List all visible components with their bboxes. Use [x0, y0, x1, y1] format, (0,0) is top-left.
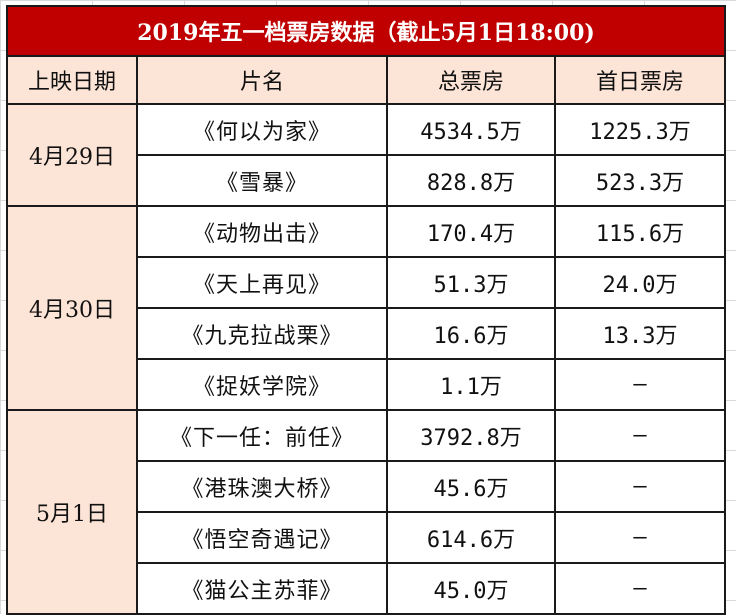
first-day-box-office-cell: — [553, 358, 727, 411]
movie-title-cell: 《九克拉战栗》 [136, 307, 388, 360]
table-row: 《猫公主苏菲》 45.0万 — [7, 562, 727, 615]
movie-title-cell: 《悟空奇遇记》 [136, 511, 388, 564]
movie-title-cell: 《何以为家》 [136, 103, 388, 156]
box-office-table: 2019年五一档票房数据（截止5月1日18:00) 上映日期 片名 总票房 首日… [5, 5, 727, 615]
table-row: 《雪暴》 828.8万 523.3万 [7, 154, 727, 207]
first-day-box-office-cell: — [553, 511, 727, 564]
table-row: 5月1日 《下一任：前任》 3792.8万 — [6, 409, 727, 615]
first-day-box-office-cell: 1225.3万 [553, 103, 727, 156]
first-day-box-office-cell: — [553, 562, 727, 615]
release-date-cell: 4月30日 [6, 205, 138, 411]
header-movie-title: 片名 [136, 55, 388, 105]
movie-title-cell: 《动物出击》 [136, 205, 388, 258]
table-row: 《九克拉战栗》 16.6万 13.3万 [7, 307, 727, 360]
header-total-box-office: 总票房 [386, 55, 556, 105]
total-box-office-cell: 1.1万 [386, 358, 556, 411]
movie-title-cell: 《猫公主苏菲》 [136, 562, 388, 615]
table-title: 2019年五一档票房数据（截止5月1日18:00) [5, 5, 727, 57]
first-day-box-office-cell: 24.0万 [553, 256, 727, 309]
table-row: 4月30日 《动物出击》 170.4万 115.6万 [6, 205, 727, 411]
release-date-cell: 5月1日 [6, 409, 138, 615]
total-box-office-cell: 4534.5万 [386, 103, 556, 156]
total-box-office-cell: 170.4万 [386, 205, 556, 258]
total-box-office-cell: 828.8万 [386, 154, 556, 207]
total-box-office-cell: 45.6万 [386, 460, 556, 513]
movie-title-cell: 《雪暴》 [136, 154, 388, 207]
table-row: 《捉妖学院》 1.1万 — [7, 358, 727, 411]
total-box-office-cell: 16.6万 [386, 307, 556, 360]
total-box-office-cell: 614.6万 [386, 511, 556, 564]
total-box-office-cell: 3792.8万 [386, 409, 556, 462]
total-box-office-cell: 45.0万 [386, 562, 556, 615]
first-day-box-office-cell: 13.3万 [553, 307, 727, 360]
table-row: 《天上再见》 51.3万 24.0万 [7, 256, 727, 309]
release-date-cell: 4月29日 [6, 103, 138, 207]
table-row: 《悟空奇遇记》 614.6万 — [7, 511, 727, 564]
table-row: 《港珠澳大桥》 45.6万 — [7, 460, 727, 513]
movie-title-cell: 《下一任：前任》 [136, 409, 388, 462]
movie-title-cell: 《捉妖学院》 [136, 358, 388, 411]
movie-title-cell: 《港珠澳大桥》 [136, 460, 388, 513]
first-day-box-office-cell: 523.3万 [553, 154, 727, 207]
header-release-date: 上映日期 [6, 55, 138, 105]
header-first-day-box-office: 首日票房 [553, 55, 727, 105]
total-box-office-cell: 51.3万 [386, 256, 556, 309]
first-day-box-office-cell: 115.6万 [553, 205, 727, 258]
first-day-box-office-cell: — [553, 409, 727, 462]
movie-title-cell: 《天上再见》 [136, 256, 388, 309]
first-day-box-office-cell: — [553, 460, 727, 513]
table-row: 4月29日 《何以为家》 4534.5万 1225.3万 [6, 103, 727, 207]
